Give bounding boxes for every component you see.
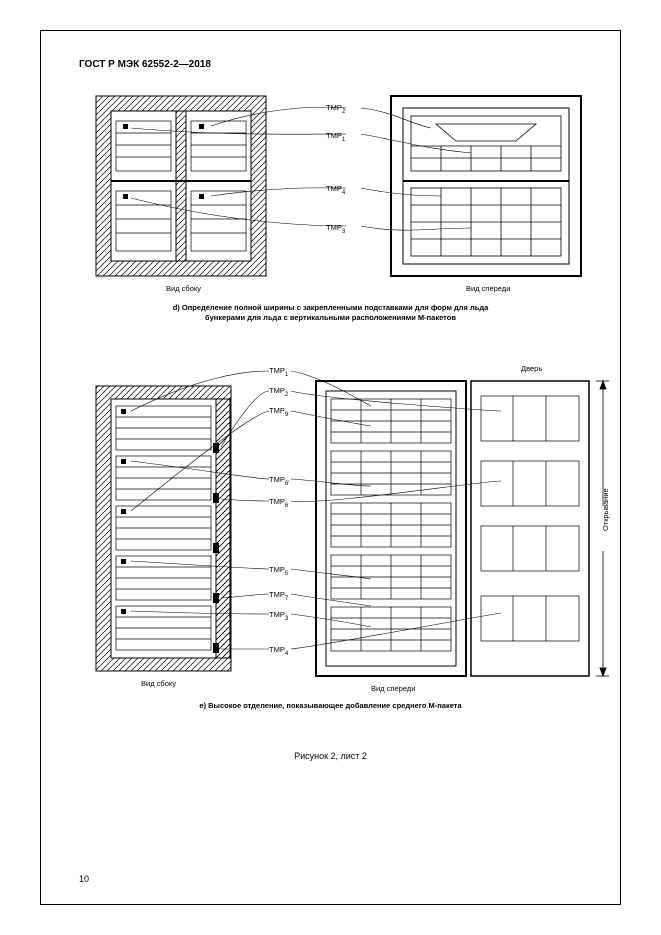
opening-label: Открывание [601,488,610,531]
side-view-label-d: Вид сбоку [166,284,201,293]
svg-text:TMP4: TMP4 [326,184,346,196]
svg-text:TMP3: TMP3 [269,610,289,622]
svg-text:TMP6: TMP6 [269,497,289,509]
side-view-label-e: Вид сбоку [141,679,176,688]
document-header: ГОСТ Р МЭК 62552-2—2018 [79,59,211,70]
caption-d-line1: d) Определение полной ширины с закреплен… [41,303,620,312]
svg-text:TMP9: TMP9 [269,406,289,418]
diagram-d: Вид сбоку [71,86,591,316]
front-view-label-e: Вид спереди [371,684,415,693]
svg-text:TMP5: TMP5 [269,565,289,577]
figure-caption: Рисунок 2, лист 2 [41,751,620,761]
caption-d-line2: бункерами для льда с вертикальными распо… [41,313,620,322]
svg-text:TMP1: TMP1 [326,131,346,143]
page-number: 10 [79,874,89,884]
svg-text:TMP3: TMP3 [326,223,346,235]
svg-text:TMP7: TMP7 [269,590,289,602]
caption-e: e) Высокое отделение, показывающее добав… [41,701,620,710]
front-view-label-d: Вид спереди [466,284,510,293]
svg-text:TMP1: TMP1 [269,366,289,378]
svg-text:TMP6': TMP6' [269,475,289,487]
svg-text:TMP2: TMP2 [326,103,346,115]
diagram-e: Вид сбоку Вид спереди [61,351,621,701]
door-label: Дверь [521,364,542,373]
svg-text:TMP2: TMP2 [269,386,289,398]
svg-text:TMP4: TMP4 [269,645,289,657]
